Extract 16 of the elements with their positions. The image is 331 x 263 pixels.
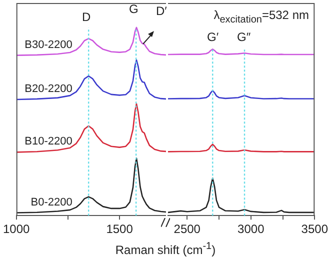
series-label: B10-2200 [24, 136, 72, 148]
text: λ$_{excitation}$=532 nm [214, 8, 309, 26]
series-label: B30-2200 [24, 38, 72, 51]
x-axis-title: Raman shift (cm$^{-1}$) [114, 241, 217, 257]
series-label: B0-2200 [30, 196, 72, 208]
series-label: B20-2200 [24, 83, 72, 96]
x-tick-label: 2500 [174, 222, 201, 236]
text: G″ [237, 30, 251, 44]
text: G′ [207, 30, 219, 44]
x-tick-label: 3000 [238, 222, 265, 236]
text: D [82, 10, 91, 24]
x-tick-label: 3500 [301, 222, 328, 236]
x-tick-label: 1500 [106, 222, 134, 236]
text: D′ [156, 4, 167, 18]
x-tick-label: 1000 [2, 222, 30, 236]
text: G [129, 2, 138, 16]
